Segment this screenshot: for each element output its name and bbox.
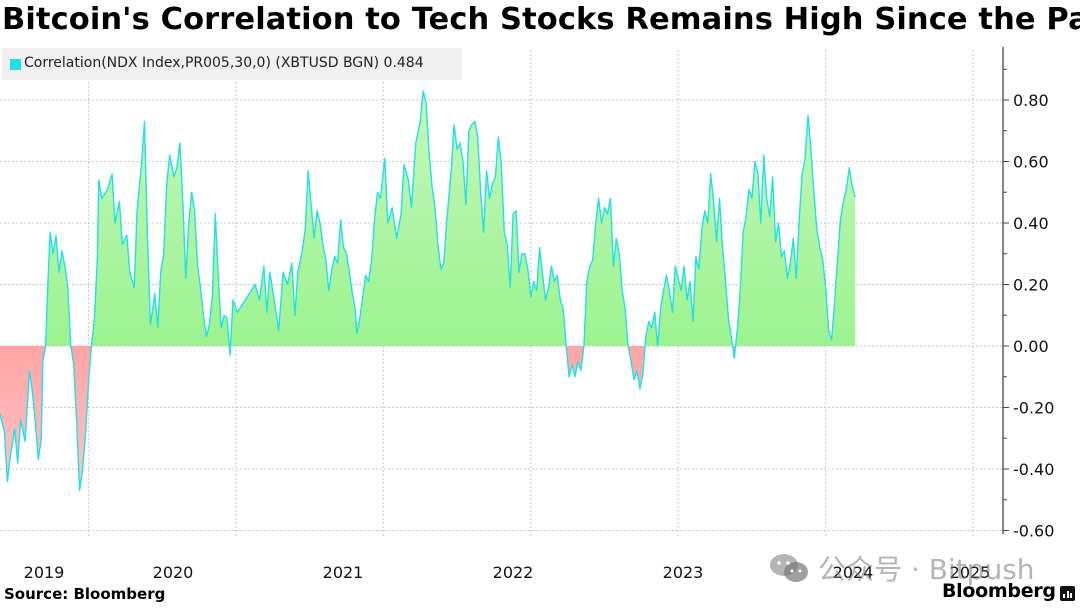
area-fill (0, 90, 856, 491)
y-tick-label: -0.40 (1013, 460, 1054, 479)
y-tick-label: 0.60 (1013, 153, 1049, 172)
watermark: 公众号 · Bitpush (818, 548, 1035, 588)
y-tick-label: 0.80 (1013, 91, 1049, 110)
y-axis: 0.80 0.60 0.40 0.20 0.00 -0.20 -0.40 -0.60 (1002, 47, 1054, 541)
watermark-text: 公众号 · Bitpush (818, 553, 1035, 586)
legend-swatch (10, 59, 21, 70)
y-tick-label: -0.20 (1013, 399, 1054, 418)
y-tick-label: -0.60 (1013, 522, 1054, 541)
x-axis: 2019 2020 2021 2022 2023 2024 2025 (24, 563, 991, 582)
y-tick-label: 0.00 (1013, 337, 1049, 356)
legend-label: Correlation(NDX Index,PR005,30,0) (XBTUS… (24, 55, 424, 71)
x-tick-label: 2023 (663, 563, 704, 582)
series-line (0, 90, 856, 492)
x-tick-label: 2019 (24, 563, 65, 582)
legend: Correlation(NDX Index,PR005,30,0) (XBTUS… (2, 48, 462, 80)
x-tick-label: 2020 (153, 563, 194, 582)
x-tick-label: 2022 (493, 563, 534, 582)
wechat-icon (770, 554, 808, 582)
positive-area (0, 90, 856, 346)
x-tick-label: 2025 (950, 563, 991, 582)
chart-title: Bitcoin's Correlation to Tech Stocks Rem… (2, 2, 1080, 37)
source-note: Source: Bloomberg (4, 585, 166, 603)
x-tick-label: 2024 (833, 563, 874, 582)
y-tick-label: 0.40 (1013, 214, 1049, 233)
y-tick-label: 0.20 (1013, 276, 1049, 295)
x-tick-label: 2021 (323, 563, 364, 582)
negative-area (0, 346, 856, 491)
bloomberg-chart-icon (1060, 586, 1075, 601)
correlation-line (0, 90, 856, 492)
brand-logo: Bloomberg (942, 580, 1056, 602)
